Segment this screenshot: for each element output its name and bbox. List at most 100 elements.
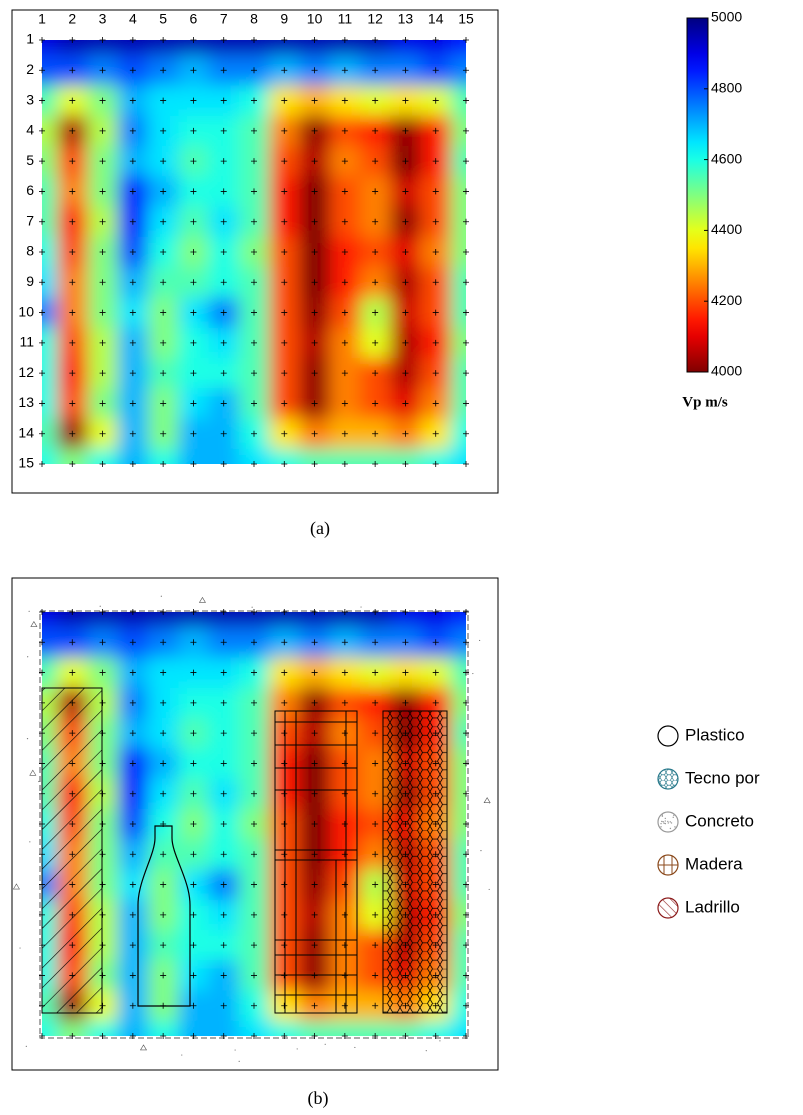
aggregate	[439, 1040, 441, 1042]
node-marker	[372, 851, 379, 858]
node-marker	[99, 1033, 106, 1039]
aggregate	[488, 888, 490, 891]
heat-cell	[390, 612, 422, 628]
node-marker	[341, 309, 348, 316]
node-marker	[311, 339, 318, 346]
node-marker	[402, 218, 409, 225]
node-marker	[372, 730, 379, 737]
node-marker	[281, 851, 288, 858]
aggregate	[26, 738, 29, 740]
node-marker	[160, 461, 167, 467]
node-marker	[402, 639, 409, 646]
node-marker	[341, 1002, 348, 1009]
tecnopor-block	[382, 710, 448, 1014]
node-marker	[69, 309, 76, 316]
node-marker	[129, 339, 136, 346]
colorbar-tick-label: 4800	[711, 80, 742, 96]
node-marker	[129, 461, 136, 467]
node-marker	[402, 127, 409, 134]
heat-cell	[42, 388, 58, 420]
node-marker	[463, 639, 469, 646]
aggregate	[251, 606, 253, 608]
heat-cell	[208, 40, 240, 56]
node-marker	[311, 188, 318, 195]
node-marker	[463, 97, 469, 104]
heat-cell	[450, 869, 466, 901]
node-marker	[69, 249, 76, 255]
node-marker	[220, 309, 227, 316]
aggregate	[296, 1048, 298, 1050]
legend-icon	[657, 897, 679, 919]
node-marker	[160, 639, 167, 646]
node-marker	[39, 639, 45, 646]
heat-cell	[329, 40, 361, 56]
x-tick-label: 10	[307, 11, 323, 27]
node-marker	[372, 699, 379, 706]
node-marker	[311, 400, 318, 407]
node-marker	[39, 249, 45, 255]
node-marker	[463, 127, 469, 134]
node-marker	[190, 158, 197, 165]
node-marker	[372, 218, 379, 225]
node-marker	[220, 821, 227, 827]
node-marker	[372, 1033, 379, 1039]
node-marker	[251, 972, 257, 979]
y-tick-label: 5	[26, 152, 34, 168]
aggregate	[29, 841, 31, 843]
node-marker	[281, 911, 288, 918]
node-marker	[463, 67, 469, 74]
node-marker	[220, 97, 227, 104]
node-marker	[251, 699, 257, 706]
node-marker	[311, 669, 318, 676]
x-tick-label: 14	[428, 11, 444, 27]
aggregate	[27, 656, 29, 658]
node-marker	[463, 790, 469, 797]
node-marker	[160, 790, 167, 797]
node-marker	[220, 249, 227, 255]
madera-block	[274, 710, 358, 1014]
heat-cell	[42, 657, 58, 689]
node-marker	[190, 370, 197, 377]
colorbar-tick-label: 4200	[711, 292, 742, 308]
node-marker	[432, 127, 439, 134]
heat-cell	[42, 612, 58, 628]
node-marker	[220, 339, 227, 346]
heat-cell	[87, 612, 119, 628]
heat-cell	[57, 448, 89, 464]
node-marker	[190, 911, 197, 918]
node-marker	[281, 699, 288, 706]
node-marker	[129, 730, 136, 737]
node-marker	[402, 97, 409, 104]
node-marker	[99, 309, 106, 316]
node-marker	[463, 249, 469, 255]
node-marker	[190, 821, 197, 827]
node-marker	[190, 972, 197, 979]
node-marker	[190, 400, 197, 407]
node-marker	[402, 279, 409, 286]
node-marker	[432, 669, 439, 676]
y-tick-label: 11	[19, 334, 34, 350]
node-marker	[311, 821, 318, 827]
heat-cell	[450, 448, 466, 464]
node-marker	[341, 37, 348, 43]
node-marker	[251, 158, 257, 165]
node-marker	[220, 760, 227, 767]
colorbar-tick-label: 5000	[711, 9, 742, 25]
node-marker	[99, 67, 106, 74]
node-marker	[281, 760, 288, 767]
node-marker	[220, 430, 227, 437]
node-marker	[372, 609, 379, 615]
node-marker	[432, 279, 439, 286]
node-marker	[341, 881, 348, 888]
heat-cell	[390, 1020, 422, 1036]
node-marker	[160, 881, 167, 888]
node-marker	[160, 760, 167, 767]
node-marker	[281, 639, 288, 646]
node-marker	[251, 218, 257, 225]
node-marker	[432, 188, 439, 195]
node-marker	[341, 699, 348, 706]
heat-cell	[420, 40, 452, 56]
heat-cell	[42, 146, 58, 177]
node-marker	[220, 942, 227, 949]
node-marker	[341, 127, 348, 134]
